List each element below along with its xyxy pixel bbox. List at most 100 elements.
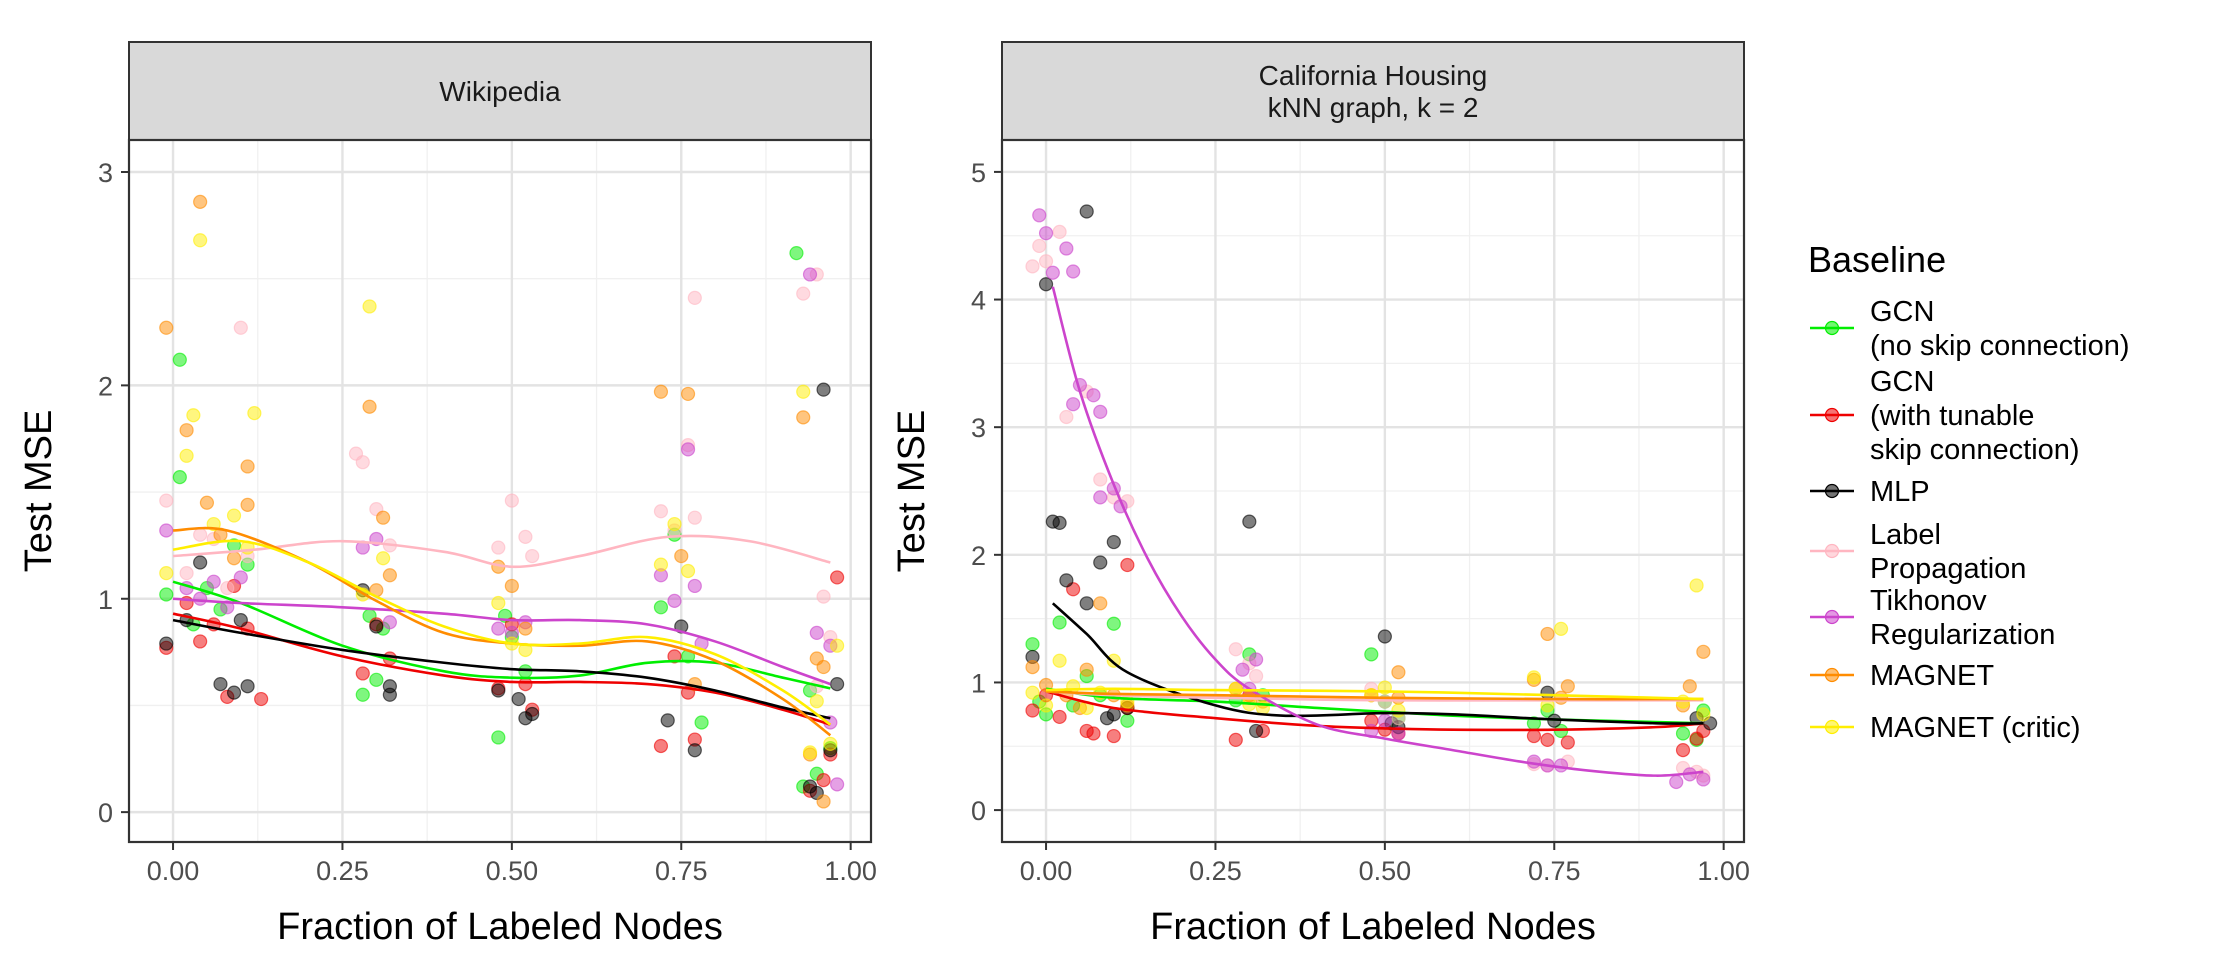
data-point-magnet [179,423,194,438]
data-point-gcn_skip [1120,557,1135,573]
data-point-gcn_skip [518,677,533,692]
data-point-gcn_skip [254,691,269,707]
series-labelprop [159,267,838,694]
strip-title-line: Wikipedia [439,76,561,107]
data-point-magnet [653,384,669,399]
data-point-gcn_noskip [369,672,384,687]
data-point-tikhonov [1066,264,1081,279]
legend-key-point [1824,407,1840,423]
data-point-magnet [1560,679,1575,694]
data-point-gcn_skip [1560,735,1575,750]
data-point-tikhonov [1526,754,1542,769]
data-point-labelprop [491,540,506,555]
data-point-labelprop [687,510,702,525]
data-point-mlp [1377,629,1392,644]
y-tick-label: 5 [971,158,986,188]
x-tick-label: 1.00 [1697,856,1750,886]
data-point-magnet [680,386,696,402]
legend-item-magnet: MAGNET [1810,660,1994,692]
data-point-gcn_skip [1526,728,1542,744]
data-point-mlp [213,677,228,692]
data-point-mlp [491,683,506,698]
legend-item-magnet_critic: MAGNET (critic) [1810,712,2081,744]
data-point-magnet [1540,626,1555,642]
panel-wikipedia: Wikipedia 0.00 0.25 0.50 0.75 1.00 0 1 2 3 Fractio… [18,41,877,948]
y-tick-label: 1 [98,585,113,615]
data-point-tikhonov [220,600,235,615]
x-axis-title: Fraction of Labeled Nodes [1150,906,1596,948]
data-point-magnet [240,497,255,512]
data-point-gcn_noskip [172,352,187,367]
plot-background [129,140,871,842]
data-point-tikhonov [382,615,397,630]
data-point-tikhonov [1086,388,1101,403]
data-point-mlp [1242,514,1257,529]
legend-label-line: MAGNET (critic) [1870,712,2081,744]
data-point-mlp [382,679,397,694]
data-point-mlp [193,555,208,570]
data-point-mlp [1106,534,1121,550]
data-point-magnet [796,410,811,425]
y-tick-label: 0 [98,798,113,828]
data-point-gcn_skip [1052,709,1067,725]
data-point-tikhonov [830,777,845,792]
data-point-magnet_critic [179,448,194,463]
data-point-magnet [240,459,255,474]
data-point-gcn_noskip [159,587,174,602]
data-point-gcn_noskip [518,664,533,679]
legend-key-point [1824,320,1840,336]
panel-border [127,138,873,844]
data-point-tikhonov [233,570,248,585]
data-point-mlp [518,711,533,726]
data-point-gcn_skip [1540,732,1555,747]
data-point-magnet_critic [226,508,242,523]
legend-label-line: (no skip connection) [1870,330,2130,362]
data-point-tikhonov [491,621,506,636]
y-tick-label: 1 [971,668,986,698]
data-point-labelprop [1052,224,1067,239]
data-point-tikhonov [680,442,696,457]
data-point-mlp [1079,204,1094,219]
y-tick-label: 3 [971,413,986,443]
data-point-tikhonov [1032,208,1047,223]
data-point-gcn_skip [1025,703,1040,718]
data-point-labelprop [1093,472,1108,487]
data-point-magnet_critic [1066,679,1081,694]
strip-title-line: California Housing [1259,60,1488,91]
x-tick-label: 0.00 [147,856,200,886]
data-point-magnet_critic [193,233,208,248]
legend-key-point [1824,667,1840,683]
data-point-tikhonov [1669,774,1684,790]
data-point-magnet_critic [1025,685,1040,700]
data-point-magnet_critic [491,595,506,611]
legend-title: Baseline [1808,239,1946,280]
smooth-line-tikhonov [1051,286,1704,777]
legend-label-line: Label [1870,519,1941,551]
data-point-labelprop [687,290,702,305]
data-point-gcn_skip [1228,732,1243,747]
data-point-magnet [362,399,377,414]
data-point-magnet_critic [1526,670,1542,685]
y-axis-title: Test MSE [891,410,933,573]
data-point-magnet [1025,660,1040,675]
data-point-magnet [674,548,689,564]
data-point-tikhonov [159,523,174,538]
data-point-magnet_critic [1696,707,1711,722]
smooth-line-labelprop [172,534,831,569]
x-tick-label: 0.50 [1359,856,1412,886]
data-point-labelprop [504,493,519,508]
data-point-tikhonov [1696,772,1711,787]
strip-background [1001,41,1745,141]
data-point-magnet_critic [1689,578,1704,593]
data-point-mlp [369,619,384,634]
data-point-gcn_skip [667,649,682,664]
data-point-magnet_critic [159,566,174,581]
data-point-magnet_critic [802,745,818,760]
data-point-mlp [660,713,675,728]
data-point-gcn_skip [1675,743,1691,758]
data-point-magnet_critic [823,736,838,751]
legend-item-gcn_noskip: GCN(no skip connection) [1810,296,2130,362]
